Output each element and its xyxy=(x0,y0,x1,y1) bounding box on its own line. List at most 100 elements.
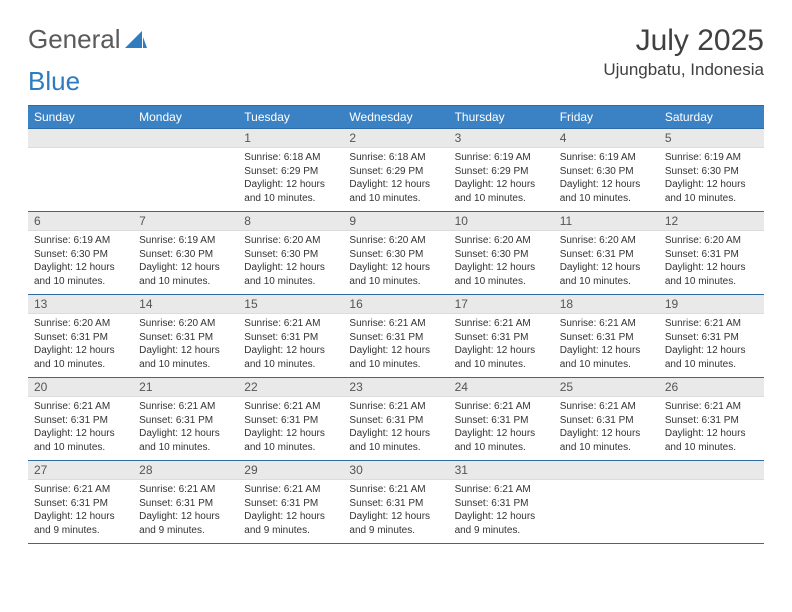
daylight-line: Daylight: 12 hours and 10 minutes. xyxy=(244,344,337,371)
calendar-week-row: 13Sunrise: 6:20 AMSunset: 6:31 PMDayligh… xyxy=(28,295,764,378)
day-body: Sunrise: 6:18 AMSunset: 6:29 PMDaylight:… xyxy=(343,148,448,211)
day-body: Sunrise: 6:20 AMSunset: 6:30 PMDaylight:… xyxy=(343,231,448,294)
sunrise-line: Sunrise: 6:19 AM xyxy=(455,151,548,165)
daylight-line: Daylight: 12 hours and 10 minutes. xyxy=(34,261,127,288)
day-body: Sunrise: 6:20 AMSunset: 6:30 PMDaylight:… xyxy=(449,231,554,294)
calendar-day-cell: 10Sunrise: 6:20 AMSunset: 6:30 PMDayligh… xyxy=(449,212,554,295)
day-number xyxy=(133,129,238,148)
day-body xyxy=(659,480,764,543)
sunrise-line: Sunrise: 6:21 AM xyxy=(139,400,232,414)
calendar-day-cell: 24Sunrise: 6:21 AMSunset: 6:31 PMDayligh… xyxy=(449,378,554,461)
day-number: 5 xyxy=(659,129,764,148)
sunset-line: Sunset: 6:31 PM xyxy=(560,414,653,428)
sunset-line: Sunset: 6:31 PM xyxy=(349,497,442,511)
daylight-line: Daylight: 12 hours and 10 minutes. xyxy=(455,427,548,454)
weekday-header: Wednesday xyxy=(343,106,448,129)
day-body xyxy=(554,480,659,543)
daylight-line: Daylight: 12 hours and 10 minutes. xyxy=(560,344,653,371)
day-number: 25 xyxy=(554,378,659,397)
daylight-line: Daylight: 12 hours and 10 minutes. xyxy=(560,427,653,454)
day-number: 30 xyxy=(343,461,448,480)
daylight-line: Daylight: 12 hours and 10 minutes. xyxy=(455,178,548,205)
day-body: Sunrise: 6:19 AMSunset: 6:30 PMDaylight:… xyxy=(554,148,659,211)
day-number: 13 xyxy=(28,295,133,314)
sunrise-line: Sunrise: 6:18 AM xyxy=(244,151,337,165)
day-number: 10 xyxy=(449,212,554,231)
day-number: 8 xyxy=(238,212,343,231)
sunset-line: Sunset: 6:31 PM xyxy=(34,497,127,511)
calendar-day-cell xyxy=(133,129,238,212)
sunrise-line: Sunrise: 6:20 AM xyxy=(349,234,442,248)
calendar-day-cell: 19Sunrise: 6:21 AMSunset: 6:31 PMDayligh… xyxy=(659,295,764,378)
daylight-line: Daylight: 12 hours and 10 minutes. xyxy=(349,427,442,454)
day-number: 17 xyxy=(449,295,554,314)
sunset-line: Sunset: 6:31 PM xyxy=(139,414,232,428)
weekday-header: Saturday xyxy=(659,106,764,129)
day-number xyxy=(659,461,764,480)
day-body: Sunrise: 6:19 AMSunset: 6:29 PMDaylight:… xyxy=(449,148,554,211)
day-body: Sunrise: 6:21 AMSunset: 6:31 PMDaylight:… xyxy=(343,314,448,377)
sunset-line: Sunset: 6:30 PM xyxy=(349,248,442,262)
calendar-day-cell: 23Sunrise: 6:21 AMSunset: 6:31 PMDayligh… xyxy=(343,378,448,461)
calendar-day-cell: 2Sunrise: 6:18 AMSunset: 6:29 PMDaylight… xyxy=(343,129,448,212)
daylight-line: Daylight: 12 hours and 9 minutes. xyxy=(244,510,337,537)
calendar-table: Sunday Monday Tuesday Wednesday Thursday… xyxy=(28,105,764,544)
calendar-day-cell: 7Sunrise: 6:19 AMSunset: 6:30 PMDaylight… xyxy=(133,212,238,295)
month-title: July 2025 xyxy=(603,24,764,58)
day-number: 28 xyxy=(133,461,238,480)
calendar-day-cell: 30Sunrise: 6:21 AMSunset: 6:31 PMDayligh… xyxy=(343,461,448,544)
day-body: Sunrise: 6:21 AMSunset: 6:31 PMDaylight:… xyxy=(133,480,238,543)
sunset-line: Sunset: 6:31 PM xyxy=(665,414,758,428)
day-number: 4 xyxy=(554,129,659,148)
day-number: 24 xyxy=(449,378,554,397)
day-body: Sunrise: 6:21 AMSunset: 6:31 PMDaylight:… xyxy=(343,397,448,460)
sunset-line: Sunset: 6:31 PM xyxy=(34,414,127,428)
sunrise-line: Sunrise: 6:19 AM xyxy=(34,234,127,248)
sunrise-line: Sunrise: 6:21 AM xyxy=(560,317,653,331)
daylight-line: Daylight: 12 hours and 10 minutes. xyxy=(34,427,127,454)
sunset-line: Sunset: 6:29 PM xyxy=(455,165,548,179)
sunrise-line: Sunrise: 6:21 AM xyxy=(139,483,232,497)
day-body: Sunrise: 6:18 AMSunset: 6:29 PMDaylight:… xyxy=(238,148,343,211)
calendar-day-cell: 28Sunrise: 6:21 AMSunset: 6:31 PMDayligh… xyxy=(133,461,238,544)
daylight-line: Daylight: 12 hours and 10 minutes. xyxy=(34,344,127,371)
day-body: Sunrise: 6:21 AMSunset: 6:31 PMDaylight:… xyxy=(449,480,554,543)
calendar-week-row: 1Sunrise: 6:18 AMSunset: 6:29 PMDaylight… xyxy=(28,129,764,212)
calendar-day-cell: 20Sunrise: 6:21 AMSunset: 6:31 PMDayligh… xyxy=(28,378,133,461)
calendar-day-cell: 16Sunrise: 6:21 AMSunset: 6:31 PMDayligh… xyxy=(343,295,448,378)
daylight-line: Daylight: 12 hours and 10 minutes. xyxy=(560,261,653,288)
day-body: Sunrise: 6:21 AMSunset: 6:31 PMDaylight:… xyxy=(133,397,238,460)
calendar-day-cell: 29Sunrise: 6:21 AMSunset: 6:31 PMDayligh… xyxy=(238,461,343,544)
daylight-line: Daylight: 12 hours and 10 minutes. xyxy=(349,178,442,205)
sunset-line: Sunset: 6:30 PM xyxy=(139,248,232,262)
day-number xyxy=(554,461,659,480)
daylight-line: Daylight: 12 hours and 10 minutes. xyxy=(349,261,442,288)
calendar-day-cell: 26Sunrise: 6:21 AMSunset: 6:31 PMDayligh… xyxy=(659,378,764,461)
day-number: 23 xyxy=(343,378,448,397)
sunset-line: Sunset: 6:31 PM xyxy=(455,331,548,345)
sunrise-line: Sunrise: 6:19 AM xyxy=(139,234,232,248)
daylight-line: Daylight: 12 hours and 10 minutes. xyxy=(560,178,653,205)
calendar-day-cell: 12Sunrise: 6:20 AMSunset: 6:31 PMDayligh… xyxy=(659,212,764,295)
sunset-line: Sunset: 6:31 PM xyxy=(455,414,548,428)
day-number: 26 xyxy=(659,378,764,397)
daylight-line: Daylight: 12 hours and 10 minutes. xyxy=(244,178,337,205)
weekday-header-row: Sunday Monday Tuesday Wednesday Thursday… xyxy=(28,106,764,129)
day-number: 21 xyxy=(133,378,238,397)
day-number xyxy=(28,129,133,148)
sunrise-line: Sunrise: 6:19 AM xyxy=(665,151,758,165)
calendar-day-cell: 1Sunrise: 6:18 AMSunset: 6:29 PMDaylight… xyxy=(238,129,343,212)
daylight-line: Daylight: 12 hours and 10 minutes. xyxy=(139,261,232,288)
calendar-day-cell: 6Sunrise: 6:19 AMSunset: 6:30 PMDaylight… xyxy=(28,212,133,295)
sunrise-line: Sunrise: 6:20 AM xyxy=(560,234,653,248)
calendar-day-cell: 11Sunrise: 6:20 AMSunset: 6:31 PMDayligh… xyxy=(554,212,659,295)
day-body: Sunrise: 6:21 AMSunset: 6:31 PMDaylight:… xyxy=(449,397,554,460)
daylight-line: Daylight: 12 hours and 10 minutes. xyxy=(455,261,548,288)
sunset-line: Sunset: 6:31 PM xyxy=(34,331,127,345)
day-body: Sunrise: 6:20 AMSunset: 6:30 PMDaylight:… xyxy=(238,231,343,294)
day-number: 9 xyxy=(343,212,448,231)
day-body xyxy=(28,148,133,211)
daylight-line: Daylight: 12 hours and 10 minutes. xyxy=(665,427,758,454)
sunrise-line: Sunrise: 6:21 AM xyxy=(349,483,442,497)
calendar-day-cell: 27Sunrise: 6:21 AMSunset: 6:31 PMDayligh… xyxy=(28,461,133,544)
